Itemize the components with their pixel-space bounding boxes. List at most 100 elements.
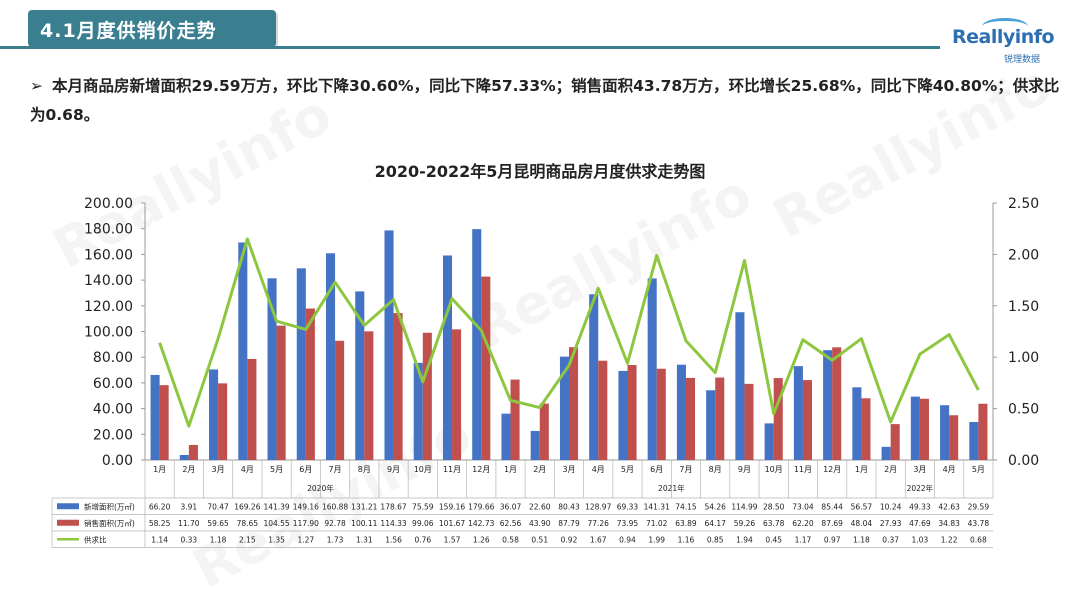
table-cell: 99.06	[412, 519, 434, 528]
supply-bar	[530, 430, 540, 460]
year-group-label: 2022年	[907, 483, 934, 493]
sales-bar	[802, 380, 812, 460]
table-cell: 1.67	[590, 535, 607, 544]
table-cell: 59.26	[734, 519, 756, 528]
table-cell: 0.58	[502, 535, 519, 544]
table-cell: 1.31	[356, 535, 373, 544]
sales-bar	[364, 331, 374, 460]
sales-bar	[978, 403, 988, 460]
table-cell: 0.37	[882, 535, 899, 544]
sales-bar	[744, 383, 754, 460]
supply-bar	[472, 229, 482, 460]
table-cell: 142.73	[468, 519, 494, 528]
table-cell: 1.94	[736, 535, 753, 544]
x-tick-label: 8月	[709, 465, 722, 474]
table-cell: 43.90	[529, 519, 551, 528]
table-cell: 58.25	[149, 519, 171, 528]
sales-bar	[247, 358, 257, 460]
supply-bar	[150, 374, 160, 460]
table-cell: 80.43	[558, 502, 580, 511]
table-cell: 1.73	[327, 535, 344, 544]
y-right-tick-label: 1.50	[1008, 299, 1039, 315]
table-cell: 87.79	[558, 519, 580, 528]
logo: Reallyinfo 锐理数据	[952, 18, 1072, 66]
table-cell: 73.95	[617, 519, 639, 528]
table-cell: 114.33	[380, 519, 406, 528]
table-cell: 169.26	[234, 502, 260, 511]
sales-bar	[656, 368, 666, 460]
y-left-tick-label: 100.00	[84, 325, 133, 341]
sales-bar	[305, 308, 315, 460]
x-tick-label: 1月	[504, 465, 517, 474]
table-cell: 1.18	[210, 535, 227, 544]
y-left-tick-label: 180.00	[84, 222, 133, 238]
table-cell: 0.97	[824, 535, 841, 544]
x-tick-label: 10月	[414, 465, 432, 474]
x-tick-label: 12月	[472, 465, 490, 474]
sales-bar	[481, 276, 491, 460]
y-left-tick-label: 0.00	[102, 453, 133, 469]
supply-bar	[735, 312, 745, 460]
sales-bar	[890, 424, 900, 460]
x-tick-label: 1月	[153, 465, 166, 474]
table-cell: 2.15	[239, 535, 256, 544]
supply-bar	[296, 268, 306, 460]
sales-bar	[539, 403, 549, 460]
supply-bar	[676, 364, 686, 460]
table-cell: 1.57	[444, 535, 461, 544]
x-tick-label: 9月	[387, 465, 400, 474]
supply-bar	[238, 242, 248, 460]
x-tick-label: 1月	[855, 465, 868, 474]
sales-bar	[598, 360, 608, 460]
table-cell: 1.99	[648, 535, 665, 544]
x-tick-label: 3月	[913, 465, 926, 474]
x-tick-label: 3月	[562, 465, 575, 474]
supply-bar	[355, 291, 365, 460]
table-cell: 66.20	[149, 502, 171, 511]
supply-bar	[413, 362, 423, 460]
table-cell: 73.04	[792, 502, 814, 511]
table-cell: 54.26	[704, 502, 726, 511]
arrow-right-icon: ➢	[30, 77, 43, 95]
table-cell: 69.33	[617, 502, 639, 511]
table-cell: 0.76	[414, 535, 431, 544]
x-tick-label: 2月	[884, 465, 897, 474]
table-cell: 141.39	[263, 502, 289, 511]
table-cell: 29.59	[968, 502, 990, 511]
y-left-tick-label: 200.00	[84, 196, 133, 212]
x-tick-label: 7月	[329, 465, 342, 474]
table-cell: 71.02	[646, 519, 668, 528]
y-right-tick-label: 0.00	[1008, 453, 1039, 469]
table-cell: 0.68	[970, 535, 987, 544]
sales-bar	[627, 364, 637, 460]
supply-bar	[823, 350, 833, 460]
supply-bar	[384, 230, 394, 460]
table-cell: 0.45	[765, 535, 782, 544]
table-cell: 104.55	[263, 519, 289, 528]
x-tick-label: 4月	[943, 465, 956, 474]
y-left-tick-label: 40.00	[93, 402, 133, 418]
year-group-label: 2020年	[307, 483, 334, 493]
x-tick-label: 7月	[679, 465, 692, 474]
table-cell: 128.97	[585, 502, 611, 511]
table-cell: 179.66	[468, 502, 494, 511]
x-tick-label: 10月	[765, 465, 783, 474]
x-tick-label: 8月	[358, 465, 371, 474]
table-cell: 1.56	[385, 535, 402, 544]
supply-bar	[442, 255, 453, 460]
sales-bar	[715, 377, 725, 460]
legend-label: 供求比	[84, 534, 107, 544]
table-cell: 48.04	[851, 519, 873, 528]
table-cell: 0.51	[531, 535, 548, 544]
supply-bar	[793, 366, 803, 460]
table-cell: 1.26	[473, 535, 490, 544]
table-cell: 0.94	[619, 535, 636, 544]
sales-bar	[569, 347, 579, 460]
table-cell: 3.91	[181, 502, 198, 511]
table-cell: 62.56	[500, 519, 522, 528]
x-tick-label: 3月	[212, 465, 225, 474]
table-cell: 34.83	[938, 519, 960, 528]
y-left-tick-label: 140.00	[84, 273, 133, 289]
table-cell: 74.15	[675, 502, 697, 511]
sales-bar	[159, 385, 169, 460]
